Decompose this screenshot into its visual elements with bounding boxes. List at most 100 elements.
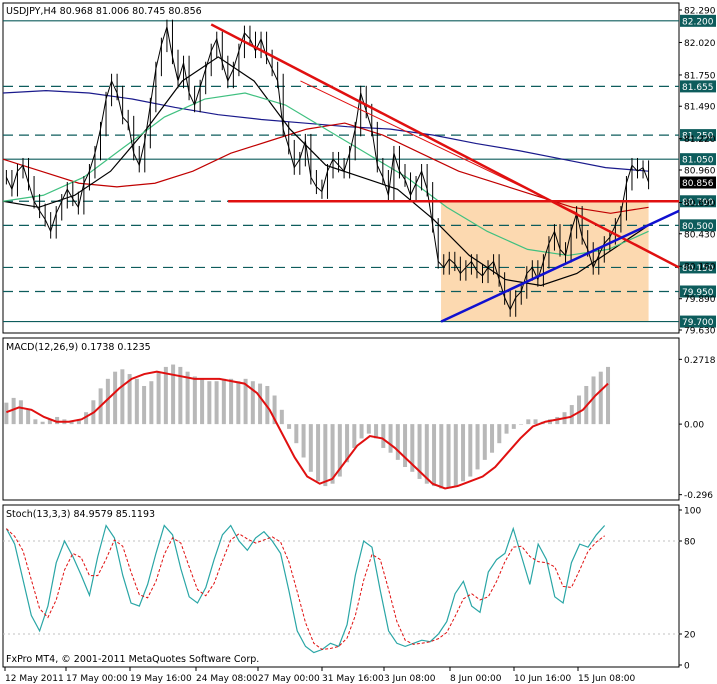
level-label-6: 80.150 (682, 264, 714, 274)
level-label-bg-4 (680, 195, 716, 208)
price-tick-label-4: 81.220 (684, 135, 716, 145)
time-tick-label-8: 10 Jun 16:00 (514, 674, 571, 684)
macd-bar (475, 424, 480, 470)
macd-bar (258, 383, 263, 425)
macd-bar (490, 424, 495, 453)
macd-bar (374, 424, 379, 439)
time-tick-label-3: 24 May 08:00 (196, 674, 258, 684)
stochastic-lines (3, 524, 679, 654)
level-label-4: 80.700 (682, 198, 714, 208)
stoch-tick-label-3: 0 (684, 662, 690, 672)
macd-bar (308, 424, 313, 472)
time-tick-label-1: 17 May 00:00 (66, 674, 128, 684)
level-label-5: 80.500 (682, 222, 714, 232)
level-label-0: 82.200 (682, 17, 714, 27)
macd-bar (55, 416, 60, 425)
macd-signal-line (6, 370, 609, 490)
macd-bar (178, 366, 183, 425)
trendline-0[interactable] (210, 23, 680, 269)
macd-panel-frame (2, 337, 680, 501)
level-label-bg-2 (680, 129, 716, 142)
macd-bar (120, 369, 125, 425)
stochastic-panel-header: Stoch(13,3,3) 84.9579 85.1193 (6, 509, 155, 520)
price-tick-label-6: 80.690 (684, 199, 716, 209)
macd-tick-label-0: 0.2718 (684, 356, 716, 366)
level-label-2: 81.250 (682, 132, 714, 142)
macd-panel-header: MACD(12,26,9) 0.1738 0.1235 (6, 342, 151, 353)
level-label-8: 79.700 (682, 318, 714, 328)
macd-bar (533, 419, 538, 425)
level-label-bg-0 (680, 14, 716, 27)
macd-bar (337, 424, 342, 477)
macd-bar (163, 366, 168, 425)
macd-bar (345, 424, 350, 463)
macd-bar (221, 378, 226, 425)
watermark: FxPro MT4, © 2001-2011 MetaQuotes Softwa… (6, 654, 259, 665)
trendlines[interactable] (210, 23, 680, 323)
close-line (5, 26, 650, 311)
macd-panel[interactable]: 0.2718 0.00 -0.296 MACD(12,26,9) 0.1738 0.… (2, 337, 716, 501)
macd-axis: 0.2718 0.00 -0.296 (679, 356, 716, 501)
macd-bar (591, 376, 596, 425)
stoch-signal-line (6, 528, 605, 651)
macd-bar (171, 364, 176, 425)
macd-bar (526, 419, 531, 425)
level-label-bg-7 (680, 285, 716, 298)
moving-average-1 (2, 122, 649, 214)
macd-bar (207, 381, 212, 425)
level-label-3: 81.050 (682, 156, 714, 166)
macd-bar (33, 419, 38, 425)
stochastic-axis: 100 80 20 0 (679, 507, 701, 672)
macd-bar (149, 381, 154, 425)
price-tick-label-0: 82.290 (684, 7, 716, 17)
current-price-bg (680, 176, 716, 189)
macd-bar (40, 421, 45, 425)
macd-bar (598, 371, 603, 425)
macd-bar (497, 424, 502, 444)
level-label-bg-5 (680, 219, 716, 232)
trendline-2[interactable] (440, 209, 680, 323)
macd-bar (69, 421, 74, 425)
moving-average-3 (2, 92, 649, 257)
price-panel[interactable]: 82.200 81.655 81.250 81.050 80.700 80.500 80.1… (2, 2, 716, 337)
trendline-1[interactable] (300, 80, 578, 214)
macd-bar (236, 381, 241, 425)
triangle-zone-fill (441, 201, 649, 322)
price-axis: 82.200 81.655 81.250 81.050 80.700 80.500 80.1… (679, 7, 716, 337)
macd-tick-label-2: -0.296 (684, 491, 713, 501)
horizontal-levels (3, 20, 679, 323)
macd-bar (352, 424, 357, 448)
stochastic-panel[interactable]: 100 80 20 0 Stoch(13,3,3) 84.9579 85.1193 F… (2, 504, 701, 672)
macd-bar (381, 424, 386, 448)
price-tick-label-8: 80.160 (684, 263, 716, 273)
price-tick-label-5: 80.960 (684, 167, 716, 177)
macd-bar (388, 424, 393, 453)
macd-bar (265, 385, 270, 425)
macd-tick-label-1: 0.00 (684, 421, 704, 431)
macd-bar (134, 378, 139, 425)
stoch-tick-label-0: 100 (684, 507, 701, 517)
macd-bar (432, 424, 437, 487)
stochastic-panel-frame (2, 504, 680, 668)
price-panel-frame (2, 2, 680, 334)
macd-bar (127, 374, 132, 425)
macd-bar (511, 424, 516, 429)
time-axis: 12 May 2011 17 May 00:00 19 May 16:00 24 Ma… (4, 667, 635, 684)
macd-bar (76, 419, 81, 425)
macd-bar (250, 381, 255, 425)
stoch-tick-label-2: 20 (684, 631, 696, 641)
current-price-label: 80.856 (682, 179, 714, 189)
time-tick-label-0: 12 May 2011 (5, 674, 64, 684)
triangle-zone (441, 201, 649, 322)
macd-bar (142, 385, 147, 425)
macd-bar (403, 424, 408, 468)
macd-bar (439, 424, 444, 489)
macd-bar (446, 424, 451, 489)
price-series (5, 19, 650, 317)
time-tick-label-6: 3 Jun 08:00 (384, 674, 436, 684)
macd-bar (424, 424, 429, 484)
price-tick-label-7: 80.430 (684, 230, 716, 240)
time-tick-label-7: 8 Jun 00:00 (450, 674, 502, 684)
macd-bar (287, 424, 292, 429)
